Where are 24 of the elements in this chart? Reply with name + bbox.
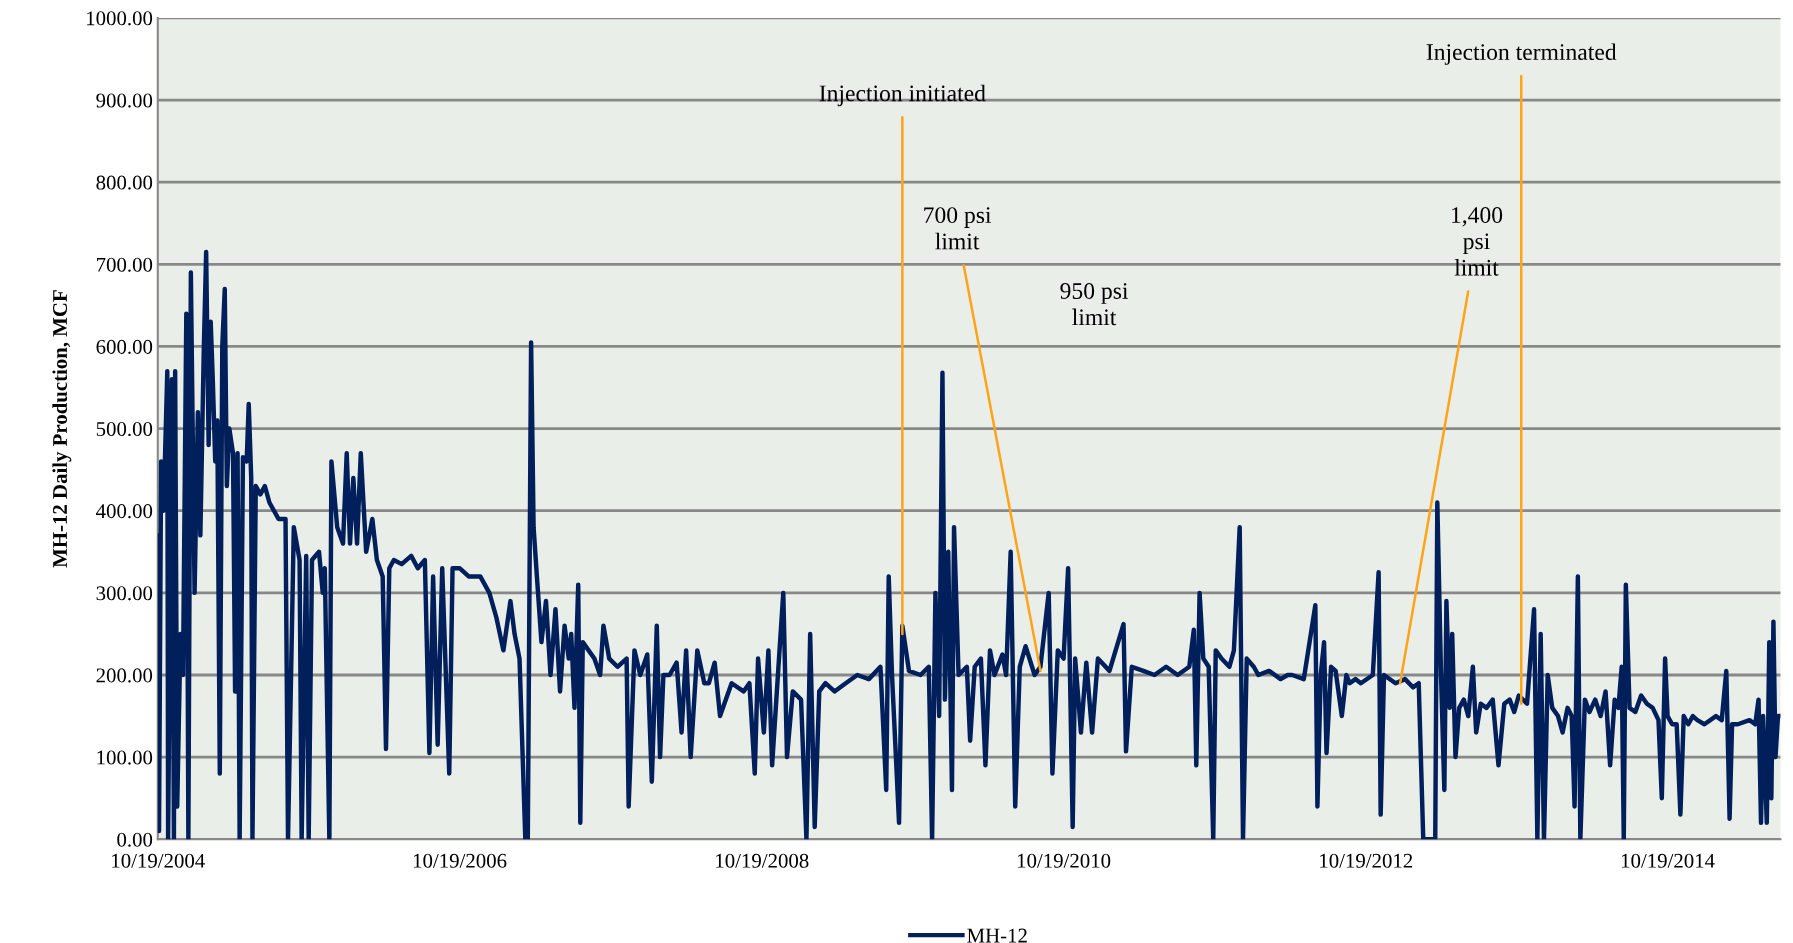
y-tick-label: 200.00 [96,668,153,683]
y-tick-label: 1000.00 [87,11,153,26]
annotation: 1,400 psi limit [1452,207,1503,276]
annotation: 950 psi limit [1060,282,1129,326]
y-tick-label: 0.00 [117,832,153,847]
x-tick-label: 10/19/2010 [1017,853,1111,868]
x-tick-label: 10/19/2014 [1621,853,1715,868]
x-tick-label: 10/19/2004 [112,853,205,868]
y-tick-label: 500.00 [96,421,153,437]
x-tick-label: 10/19/2006 [413,853,507,868]
annotation: Injection terminated [1426,43,1617,65]
y-tick-label: 100.00 [97,750,153,765]
y-tick-label: 800.00 [96,175,153,190]
annotation: 700 psi limit [924,207,992,250]
x-tick-label: 10/19/2012 [1320,853,1413,868]
y-tick-label: 700.00 [97,257,153,272]
y-tick-label: 600.00 [96,339,153,354]
y-tick-label: 400.00 [96,504,153,519]
y-tick-label: 300.00 [96,586,153,601]
legend-label: MH-12 [967,928,1027,943]
y-tick-label: 900.00 [96,93,153,108]
x-tick-label: 10/19/2008 [716,853,809,868]
y-axis-title: MH-12 Daily Production, MCF [52,290,72,568]
annotation: Injection initiated [819,84,986,107]
